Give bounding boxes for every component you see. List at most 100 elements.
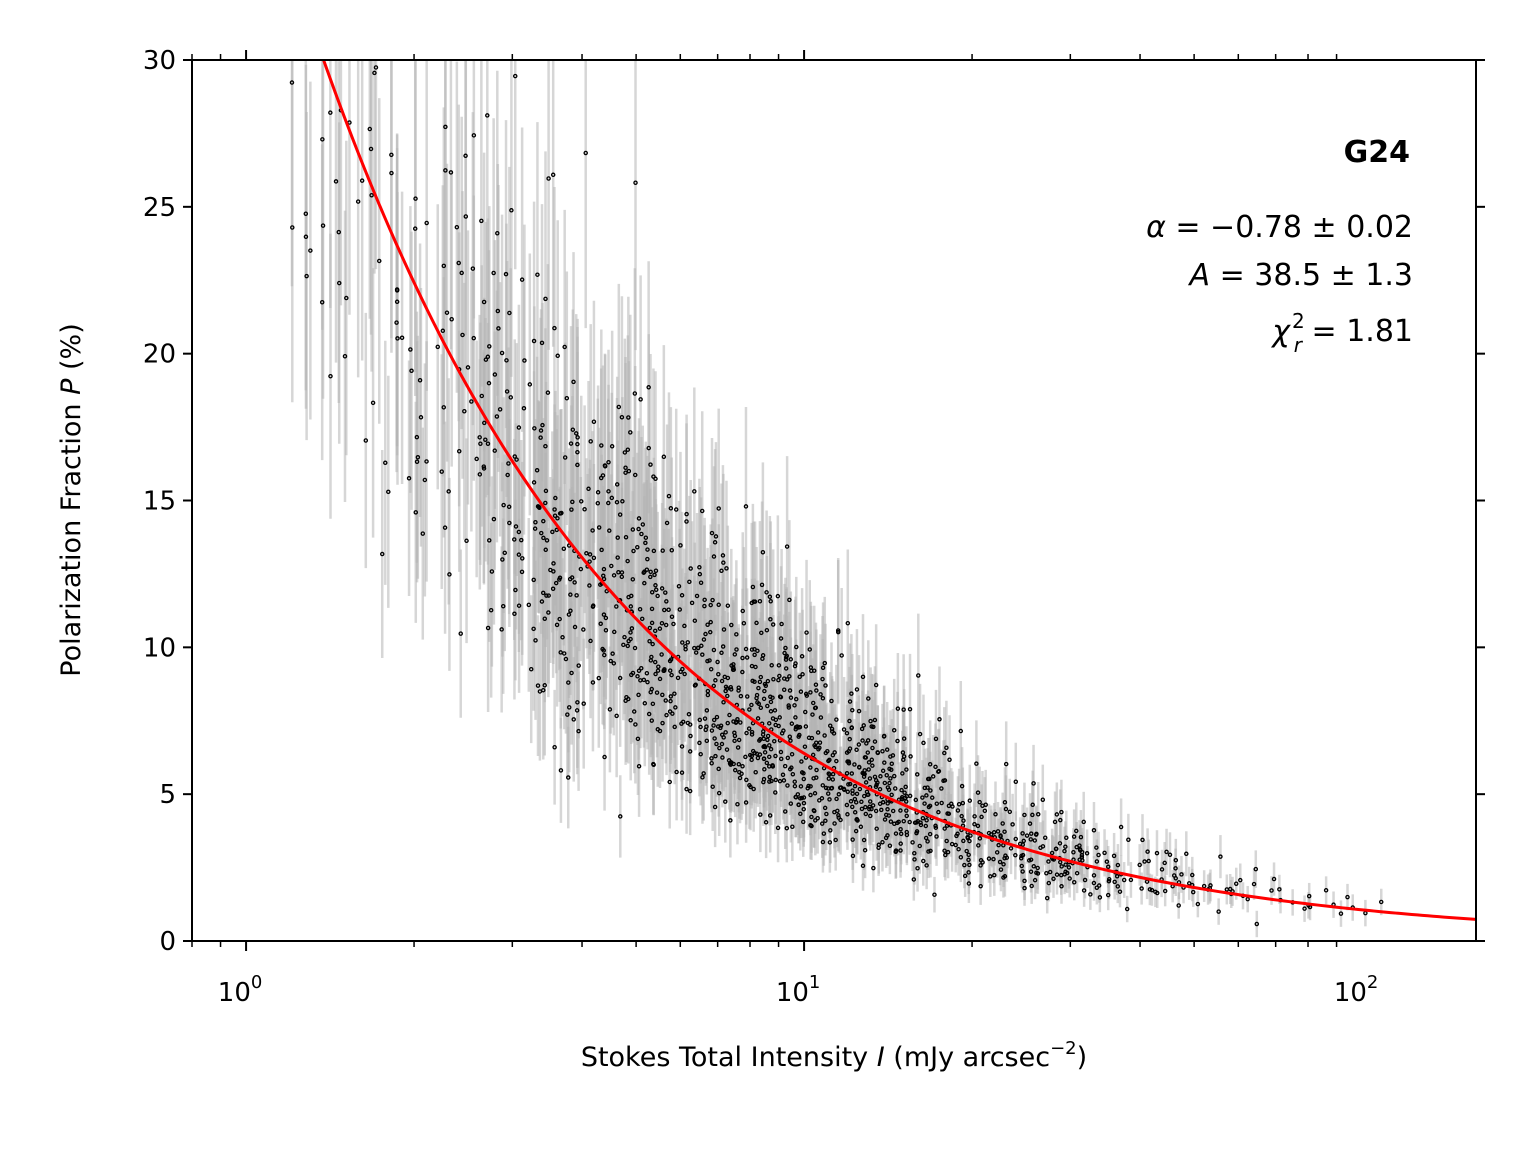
data-point [642, 580, 647, 586]
data-point [304, 273, 309, 279]
data-point [646, 385, 651, 390]
data-point [937, 717, 942, 722]
data-point [702, 716, 708, 721]
data-point [685, 640, 691, 645]
data-point [481, 466, 487, 471]
data-point [723, 799, 728, 804]
data-point [890, 808, 896, 814]
data-point [408, 347, 413, 352]
data-point [859, 806, 865, 812]
data-point [857, 786, 863, 792]
data-point [860, 738, 865, 743]
data-point [1176, 903, 1181, 908]
data-point [611, 573, 617, 578]
data-point [899, 787, 904, 793]
data-point [907, 706, 913, 712]
data-point [848, 799, 854, 804]
data-point [776, 663, 782, 668]
data-point [645, 556, 650, 562]
data-point [844, 771, 850, 776]
data-point [812, 808, 817, 814]
data-point [933, 736, 939, 742]
data-point [1094, 859, 1100, 864]
data-point [678, 543, 683, 548]
data-point [1079, 855, 1085, 860]
data-point [722, 674, 728, 680]
data-point [1096, 883, 1102, 888]
data-point [721, 627, 727, 632]
data-point [754, 620, 759, 626]
data-point [977, 799, 982, 805]
data-point [625, 447, 631, 452]
data-point [734, 647, 739, 652]
data-point [528, 666, 534, 672]
data-point [1139, 886, 1144, 891]
data-point [732, 738, 737, 744]
data-point [1028, 837, 1034, 842]
data-point [1022, 878, 1027, 884]
data-point [688, 566, 693, 571]
data-point [907, 819, 912, 825]
data-point [501, 502, 506, 508]
data-point [513, 587, 518, 593]
data-point [1002, 800, 1008, 805]
data-point [663, 698, 668, 703]
data-point [712, 540, 718, 545]
data-point [596, 525, 602, 530]
data-point [1035, 871, 1041, 876]
data-point [1112, 879, 1117, 885]
data-point [795, 792, 801, 797]
data-point [595, 490, 601, 495]
data-point [709, 728, 715, 733]
data-point [852, 796, 858, 802]
data-point [873, 784, 879, 790]
data-point [631, 548, 636, 554]
data-point [377, 258, 382, 264]
data-point [754, 695, 759, 701]
data-point [1238, 877, 1243, 883]
data-point [662, 607, 667, 613]
data-point [575, 449, 580, 455]
data-point [531, 577, 536, 583]
data-point [759, 630, 764, 636]
data-point [560, 635, 565, 640]
data-point [746, 726, 752, 731]
data-point [555, 353, 560, 359]
data-point [454, 224, 460, 230]
data-point [720, 755, 725, 760]
data-point [893, 848, 899, 853]
data-point [614, 713, 619, 719]
data-point [664, 712, 669, 718]
data-point [671, 621, 676, 627]
data-point [1105, 864, 1111, 870]
data-point [884, 747, 890, 752]
x-tick-label: 102 [1334, 972, 1379, 1008]
data-point [625, 558, 630, 564]
data-point [602, 463, 608, 469]
data-point [805, 786, 810, 791]
data-point [601, 573, 606, 579]
data-point [626, 415, 631, 420]
data-point [509, 208, 514, 213]
data-point [793, 715, 798, 720]
data-point [882, 760, 887, 765]
data-point [712, 804, 718, 810]
data-point [1106, 876, 1112, 882]
data-point [762, 750, 768, 755]
data-point [865, 750, 871, 755]
data-point [641, 570, 646, 575]
data-point [576, 728, 581, 734]
data-point [500, 603, 506, 609]
data-point [1049, 850, 1055, 856]
data-point [874, 826, 879, 831]
data-point [672, 724, 677, 730]
data-point [1003, 806, 1009, 812]
data-point [956, 801, 962, 807]
data-point [719, 650, 724, 656]
data-point [1067, 876, 1072, 881]
data-point [820, 665, 826, 671]
data-point [808, 784, 813, 789]
data-point [562, 344, 567, 350]
data-point [778, 694, 784, 700]
data-point [1029, 831, 1034, 836]
